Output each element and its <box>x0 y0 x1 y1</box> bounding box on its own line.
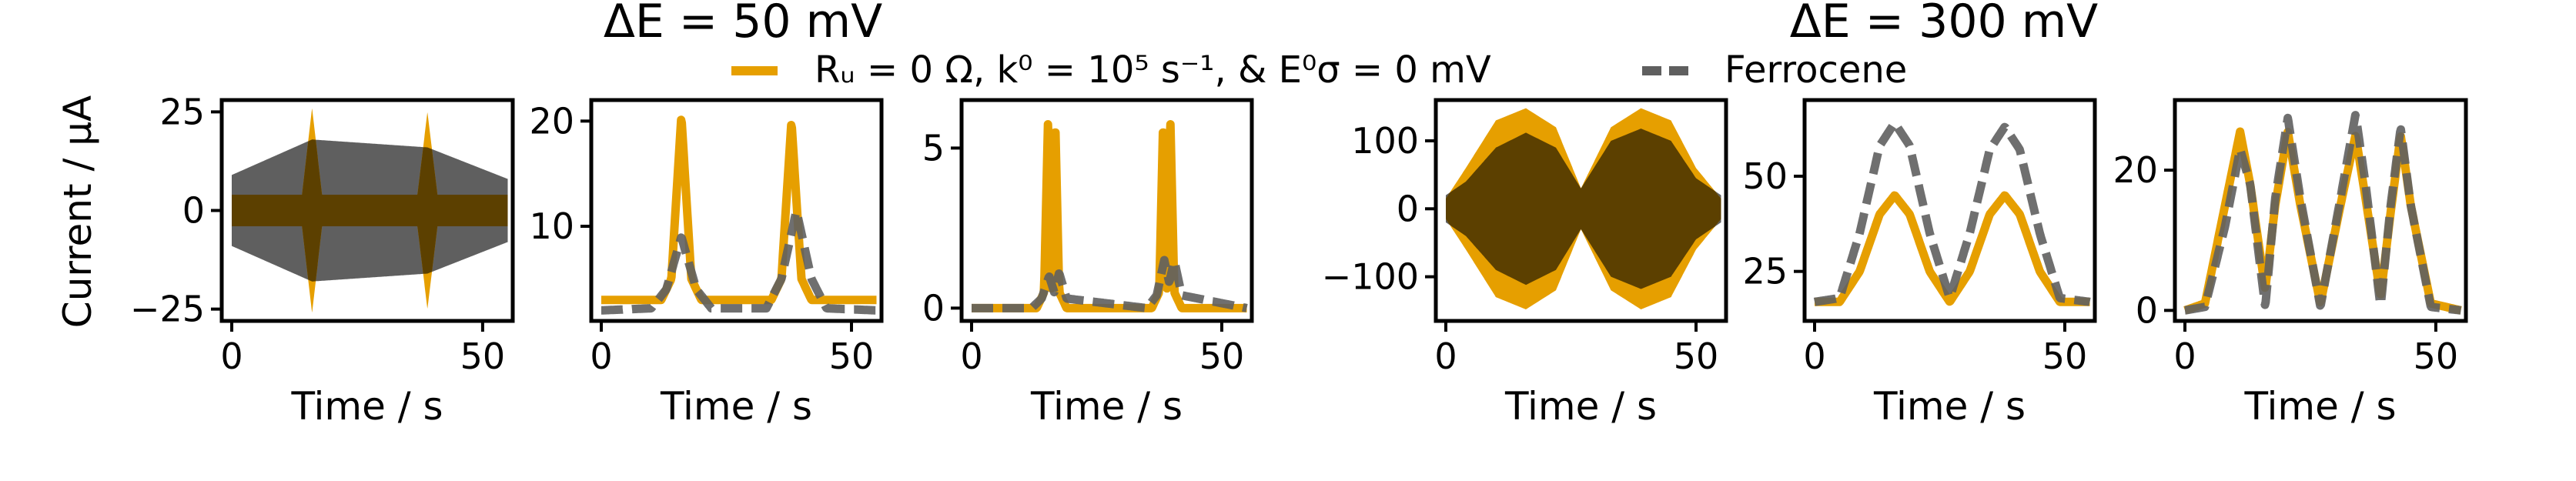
x-tick-label: 50 <box>2414 336 2459 377</box>
x-tick-label: 0 <box>2173 336 2196 377</box>
ferrocene-line <box>597 207 881 315</box>
plot-area <box>1446 108 1721 309</box>
y-tick-label: 0 <box>922 287 945 329</box>
x-tick-label: 0 <box>220 336 243 377</box>
axes-frame <box>2173 98 2468 323</box>
y-tick-label: 100 <box>1351 120 1419 162</box>
axes-frame <box>959 98 1254 323</box>
overlap-band <box>232 139 508 282</box>
simulation-line <box>968 120 1251 312</box>
y-tick-label: 0 <box>1397 188 1419 229</box>
plot-area <box>2181 111 2465 315</box>
y-tick-label: 0 <box>2136 289 2158 331</box>
axes-frame <box>1802 98 2097 323</box>
panel-2: 0 50 10 20 Time / s <box>529 98 884 429</box>
plot-area <box>968 120 1251 312</box>
x-tick-label: 50 <box>1199 336 1245 377</box>
x-tick-label: 50 <box>460 336 506 377</box>
y-tick-label: −100 <box>1322 256 1419 298</box>
x-axis-label: Time / s <box>660 384 812 429</box>
y-axis-label: Current / μA <box>55 95 100 328</box>
y-tick-label: 25 <box>1742 251 1788 292</box>
simulation-line <box>2181 127 2465 315</box>
y-tick-label: 20 <box>2113 149 2158 191</box>
x-axis-label: Time / s <box>1873 384 2026 429</box>
x-axis-label: Time / s <box>1504 384 1657 429</box>
y-tick-label: 0 <box>182 190 205 232</box>
x-tick-label: 0 <box>1434 336 1457 377</box>
plot-area <box>597 115 881 315</box>
ferrocene-line <box>2181 111 2465 315</box>
x-tick-label: 50 <box>829 336 875 377</box>
y-tick-label: 20 <box>529 100 574 142</box>
x-tick-label: 0 <box>1803 336 1825 377</box>
y-tick-label: 10 <box>529 205 574 247</box>
panel-6: 0 50 0 20 Time / s <box>2113 98 2468 429</box>
axes-frame <box>1434 98 1728 323</box>
group-title-50mv: ΔE = 50 mV <box>604 0 882 48</box>
y-tick-label: 25 <box>159 91 205 132</box>
legend-label-simulation: Rᵤ = 0 Ω, k⁰ = 10⁵ s⁻¹, & E⁰σ = 0 mV <box>815 48 1491 92</box>
y-tick-label: 50 <box>1742 155 1788 197</box>
x-tick-label: 0 <box>960 336 982 377</box>
x-axis-label: Time / s <box>1030 384 1183 429</box>
plot-area <box>232 108 508 313</box>
legend: Rᵤ = 0 Ω, k⁰ = 10⁵ s⁻¹, & E⁰σ = 0 mV Fer… <box>731 48 1907 92</box>
axes-frame <box>589 98 884 323</box>
panels: 0 50 −25 0 25 Time / s 0 50 10 20 Time / s 0 50 0 5 Tim… <box>130 91 2468 429</box>
plot-area <box>1811 119 2094 306</box>
y-tick-label: −25 <box>130 289 205 330</box>
panel-3: 0 50 0 5 Time / s <box>922 98 1254 429</box>
panel-4: 0 50 −100 0 100 Time / s <box>1322 98 1728 429</box>
panel-1: 0 50 −25 0 25 Time / s <box>130 91 515 429</box>
x-axis-label: Time / s <box>2243 384 2396 429</box>
y-tick-label: 5 <box>922 127 945 169</box>
simulation-line <box>1811 191 2094 306</box>
group-title-300mv: ΔE = 300 mV <box>1790 0 2098 48</box>
legend-label-ferrocene: Ferrocene <box>1725 48 1907 92</box>
simulation-line <box>597 115 881 305</box>
x-tick-label: 50 <box>2042 336 2088 377</box>
overlap-band <box>1446 129 1721 289</box>
ferrocene-line <box>968 256 1251 312</box>
x-tick-label: 0 <box>590 336 612 377</box>
x-axis-label: Time / s <box>290 384 443 429</box>
panel-5: 0 50 25 50 Time / s <box>1742 98 2097 429</box>
x-tick-label: 50 <box>1674 336 1719 377</box>
ferrocene-line <box>1811 119 2094 306</box>
